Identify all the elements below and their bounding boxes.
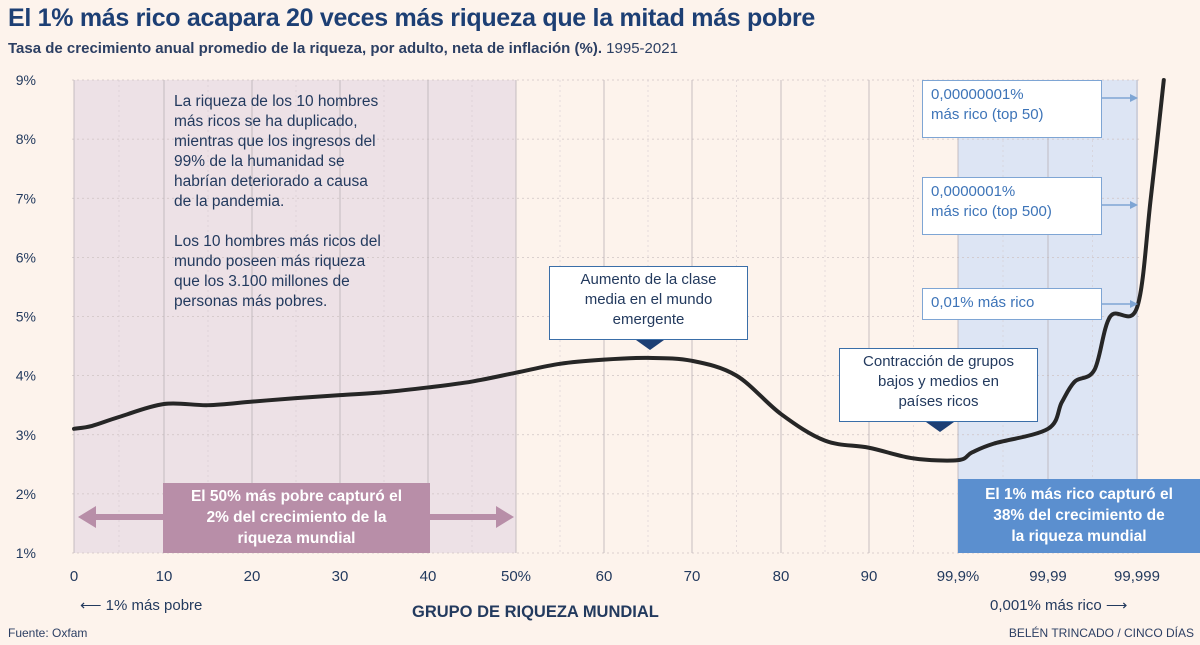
annotation-line: emergente <box>612 311 685 328</box>
top50-connector-head <box>1130 94 1138 102</box>
annotation-line: 0,01% más rico <box>931 294 1035 311</box>
note-line: personas más pobres. <box>174 293 328 310</box>
annotation-line: más rico (top 50) <box>931 106 1044 123</box>
y-tick-label: 7% <box>16 190 36 206</box>
band-label-line: riqueza mundial <box>237 530 356 547</box>
note-line: mundo poseen más riqueza <box>174 253 366 270</box>
y-tick-label: 4% <box>16 368 36 384</box>
note-text: La riqueza de los 10 hombres más ricos s… <box>174 92 434 312</box>
annotation-line: Aumento de la clase <box>580 271 717 288</box>
x-tick-label: 99,9% <box>937 568 980 585</box>
arrow-right-icon <box>496 506 514 528</box>
annotation-top50: 0,00000001% más rico (top 50) <box>922 80 1102 138</box>
note-line: 99% de la humanidad se <box>174 153 345 170</box>
annotation-line: bajos y medios en <box>878 373 999 390</box>
note-line: que los 3.100 millones de <box>174 273 350 290</box>
annotation-line: media en el mundo <box>584 291 713 308</box>
x-tick-label: 20 <box>244 568 261 585</box>
annotation-line: 0,00000001% <box>931 86 1024 103</box>
y-tick-label: 1% <box>16 545 36 561</box>
x-tick-label: 0 <box>70 568 78 585</box>
arrow-left-icon <box>78 506 96 528</box>
y-tick-label: 9% <box>16 72 36 88</box>
chart-subtitle: Tasa de crecimiento anual promedio de la… <box>8 40 678 57</box>
chart-title: El 1% más rico acapara 20 veces más riqu… <box>8 4 815 32</box>
arrow-right-icon: ⟶ <box>1101 597 1128 614</box>
note-line: habrían deteriorado a causa <box>174 173 368 190</box>
top500-connector-head <box>1130 201 1138 209</box>
x-tick-label: 90 <box>861 568 878 585</box>
annotation-line: Contracción de grupos <box>863 353 1014 370</box>
annotation-top500: 0,0000001% más rico (top 500) <box>922 177 1102 235</box>
band-label-line: la riqueza mundial <box>1011 528 1147 545</box>
x-tick-label: 50% <box>501 568 531 585</box>
y-tick-label: 8% <box>16 131 36 147</box>
x-tick-label: 99,99 <box>1029 568 1067 585</box>
subtitle-main: Tasa de crecimiento anual promedio de la… <box>8 40 603 57</box>
x-tick-label: 80 <box>773 568 790 585</box>
y-tick-label: 5% <box>16 309 36 325</box>
left-direction-label: 1% más pobre <box>105 597 203 614</box>
x-tick-label: 30 <box>332 568 349 585</box>
y-tick-label: 3% <box>16 427 36 443</box>
x-tick-label: 70 <box>684 568 701 585</box>
x-tick-label: 60 <box>596 568 613 585</box>
y-tick-label: 6% <box>16 249 36 265</box>
annotation-line: países ricos <box>898 393 979 410</box>
poor-band-label: El 50% más pobre capturó el 2% del creci… <box>163 483 430 553</box>
rich-band-label: El 1% más rico capturó el 38% del crecim… <box>958 479 1200 553</box>
annotation-line: 0,0000001% <box>931 183 1016 200</box>
annotation-line: más rico (top 500) <box>931 203 1052 220</box>
annotation-contraction: Contracción de grupos bajos y medios en … <box>839 348 1038 422</box>
right-direction-label: 0,001% más rico <box>990 597 1102 614</box>
top001-connector-head <box>1130 300 1138 308</box>
note-line: mientras que los ingresos del <box>174 133 376 150</box>
annotation-top001: 0,01% más rico <box>922 288 1102 320</box>
note-line: Los 10 hombres más ricos del <box>174 233 381 250</box>
subtitle-period: 1995-2021 <box>602 40 678 57</box>
band-label-line: El 50% más pobre capturó el <box>190 488 403 505</box>
x-axis-title: GRUPO DE RIQUEZA MUNDIAL <box>412 603 659 621</box>
credit: BELÉN TRINCADO / CINCO DÍAS <box>1008 626 1194 640</box>
note-line: más ricos se ha duplicado, <box>174 113 358 130</box>
left-direction: ⟵ 1% más pobre <box>80 596 202 614</box>
note-line: La riqueza de los 10 hombres <box>174 93 379 110</box>
contraction-pointer-icon <box>926 422 954 432</box>
y-tick-label: 2% <box>16 486 36 502</box>
source: Fuente: Oxfam <box>8 626 88 640</box>
annotation-middle-class: Aumento de la clase media en el mundo em… <box>549 266 748 340</box>
x-tick-label: 99,999 <box>1114 568 1160 585</box>
note-line: de la pandemia. <box>174 193 285 210</box>
x-tick-label: 40 <box>420 568 437 585</box>
band-label-line: 2% del crecimiento de la <box>206 509 387 526</box>
wealth-growth-line <box>72 78 1166 463</box>
right-direction: 0,001% más rico ⟶ <box>990 596 1127 614</box>
arrow-left-icon: ⟵ <box>80 597 106 614</box>
band-label-line: 38% del crecimiento de <box>993 507 1165 524</box>
x-tick-label: 10 <box>156 568 173 585</box>
middle-class-pointer-icon <box>636 340 664 350</box>
band-label-line: El 1% más rico capturó el <box>985 486 1173 503</box>
